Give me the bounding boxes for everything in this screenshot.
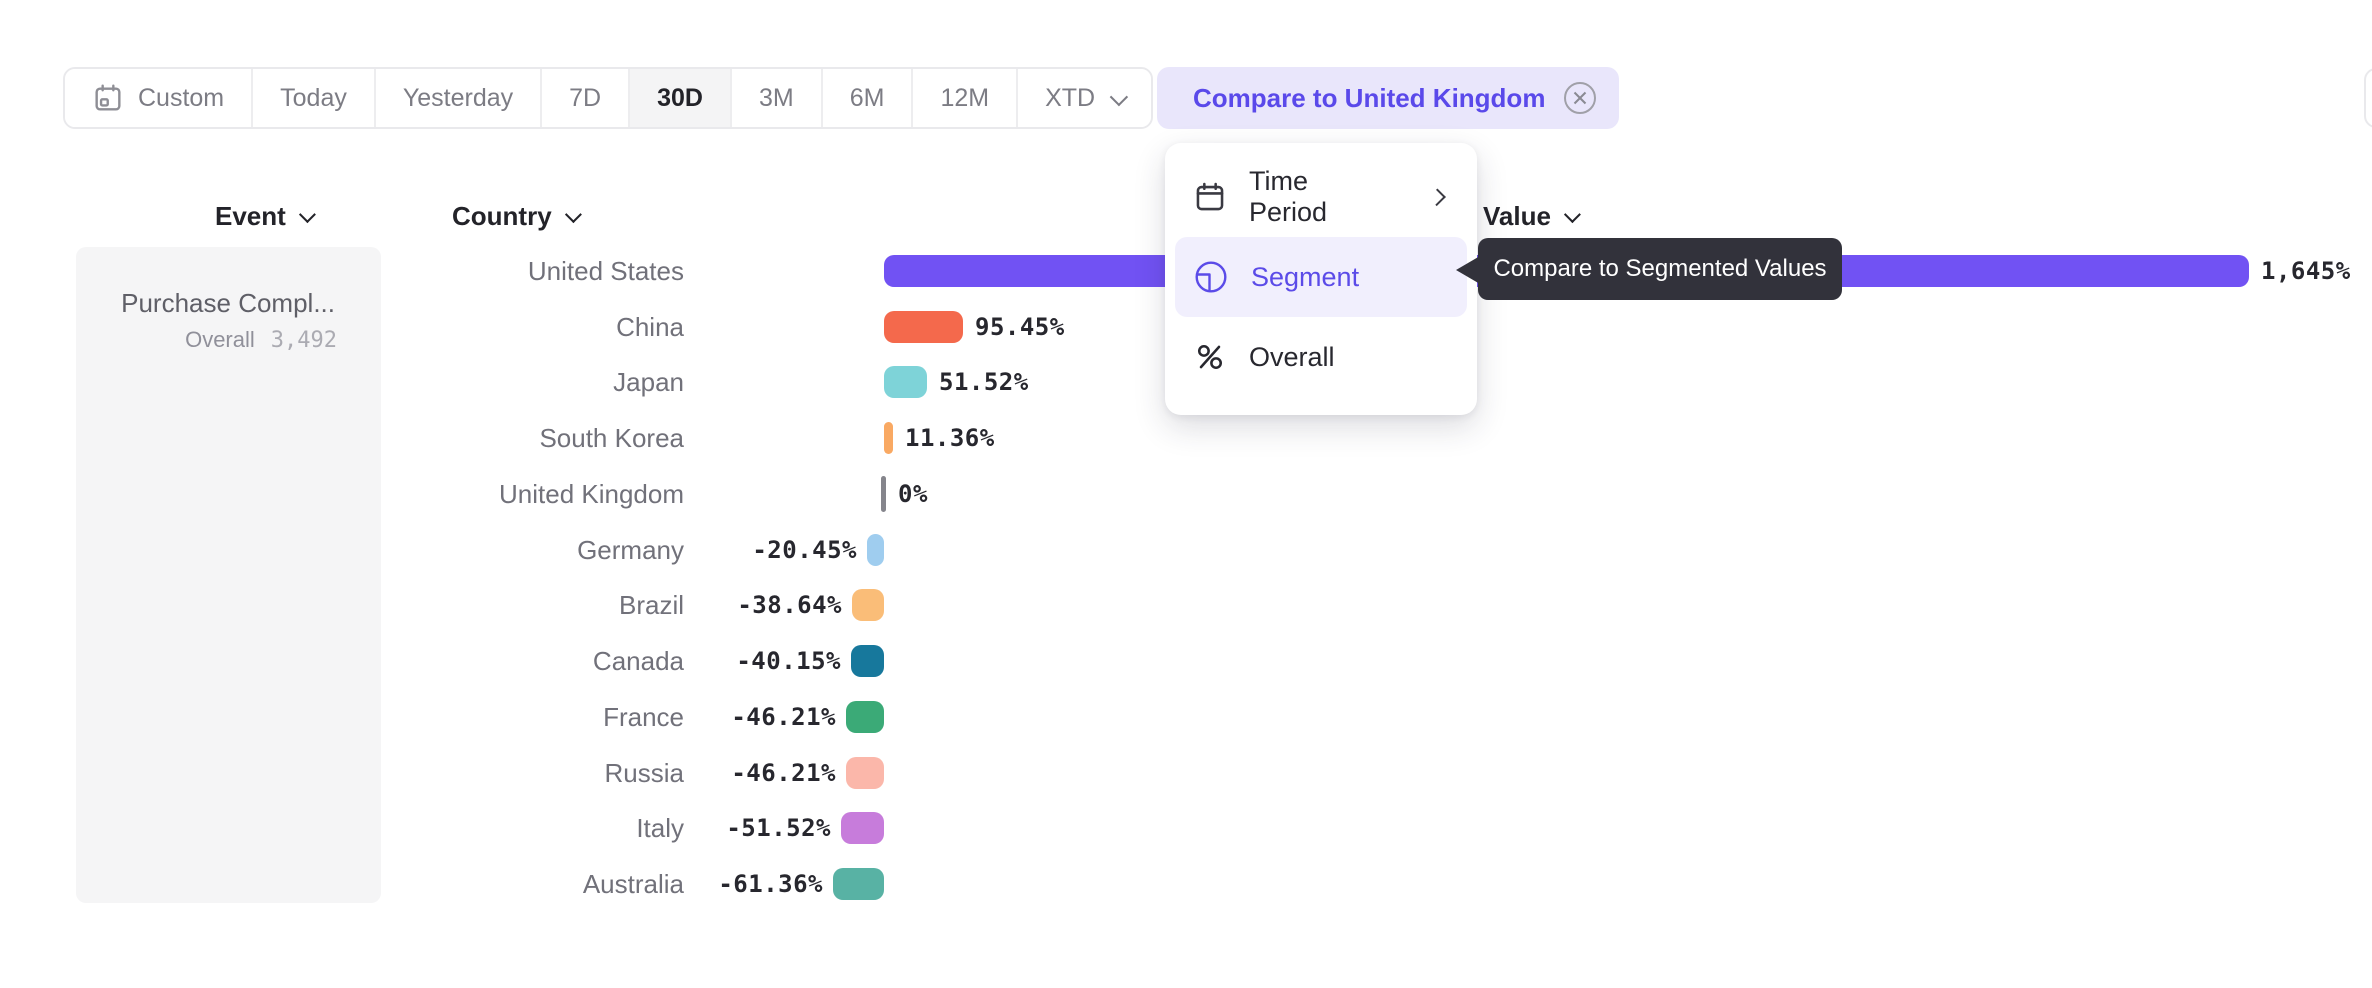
value-label: 51.52% (939, 368, 1029, 396)
bar-france[interactable] (846, 701, 884, 733)
tooltip: Compare to Segmented Values (1478, 238, 1842, 300)
date-range-6m[interactable]: 6M (822, 69, 914, 127)
calendar-icon (92, 82, 124, 114)
value-label: -20.45% (752, 536, 857, 564)
date-range-3m[interactable]: 3M (731, 69, 823, 127)
date-range-today[interactable]: Today (253, 69, 376, 127)
country-label: Italy (636, 813, 684, 843)
country-label: Germany (577, 535, 684, 565)
date-range-7d[interactable]: 7D (542, 69, 631, 127)
value-label: -40.15% (736, 647, 841, 675)
x-circle-icon[interactable] (1563, 81, 1597, 115)
chevron-down-icon (298, 206, 316, 224)
event-panel[interactable]: Purchase Compl... Overall 3,492 (76, 247, 381, 903)
country-label: Brazil (618, 590, 684, 620)
chevron-down-icon (1563, 206, 1581, 224)
chevron-down-icon (1109, 87, 1129, 106)
value-label: -46.21% (731, 759, 836, 787)
menu-item-segment[interactable]: Segment (1175, 237, 1467, 317)
calendar-icon (1193, 180, 1227, 214)
country-label: United Kingdom (499, 479, 684, 509)
column-header-event[interactable]: Event (215, 201, 316, 231)
menu-item-overall[interactable]: Overall (1175, 317, 1467, 397)
event-overall-row: Overall 3,492 (185, 327, 337, 353)
chevron-right-icon (1427, 187, 1446, 207)
menu-item-time-period[interactable]: Time Period (1175, 157, 1467, 237)
bar-china[interactable] (884, 311, 963, 343)
bar-germany[interactable] (867, 534, 884, 566)
bar-canada[interactable] (851, 645, 884, 677)
bar-australia[interactable] (833, 868, 884, 900)
value-label: 0% (898, 480, 928, 508)
value-label: -61.36% (718, 870, 823, 898)
bar-japan[interactable] (884, 366, 927, 398)
date-range-custom[interactable]: Custom (65, 69, 254, 127)
overall-label: Overall (185, 327, 255, 352)
value-label: -46.21% (731, 703, 836, 731)
column-header-value[interactable]: Value (1483, 201, 1581, 231)
baseline-tick (881, 476, 886, 512)
event-name: Purchase Compl... (121, 288, 335, 318)
column-header-country[interactable]: Country (452, 201, 582, 231)
date-range-xtd[interactable]: XTD (1018, 69, 1152, 127)
bar-russia[interactable] (846, 757, 884, 789)
date-range-toolbar: Custom Today Yesterday 7D 30D 3M 6M 12M XTD (63, 67, 1154, 129)
compare-to-label: Compare to United Kingdom (1193, 82, 1546, 113)
country-label: China (616, 312, 684, 342)
percent-icon (1193, 340, 1227, 374)
compare-dropdown-menu: Time Period Segment Overall (1165, 143, 1477, 415)
tooltip-arrow (1456, 256, 1480, 284)
date-range-12m[interactable]: 12M (913, 69, 1019, 127)
country-label: France (603, 702, 684, 732)
bar-south-korea[interactable] (884, 422, 893, 454)
compare-to-button[interactable]: Compare to United Kingdom (1157, 67, 1620, 129)
country-label: Canada (592, 646, 684, 676)
bar-italy[interactable] (841, 812, 884, 844)
value-label: -51.52% (726, 814, 831, 842)
country-label: Japan (613, 367, 684, 397)
country-label: South Korea (539, 423, 684, 453)
date-range-yesterday[interactable]: Yesterday (375, 69, 543, 127)
cutoff-button-group[interactable] (2364, 68, 2372, 128)
value-label: -38.64% (737, 591, 842, 619)
overall-value: 3,492 (270, 328, 337, 353)
country-label: Australia (582, 869, 684, 899)
country-label: United States (527, 256, 684, 286)
segment-icon (1193, 259, 1229, 295)
bar-brazil[interactable] (852, 589, 884, 621)
chevron-down-icon (564, 206, 582, 224)
country-label: Russia (604, 758, 684, 788)
value-label: 11.36% (905, 424, 995, 452)
value-label: 95.45% (975, 313, 1065, 341)
value-label: 1,645% (2261, 257, 2351, 285)
date-range-30d[interactable]: 30D (630, 69, 732, 127)
